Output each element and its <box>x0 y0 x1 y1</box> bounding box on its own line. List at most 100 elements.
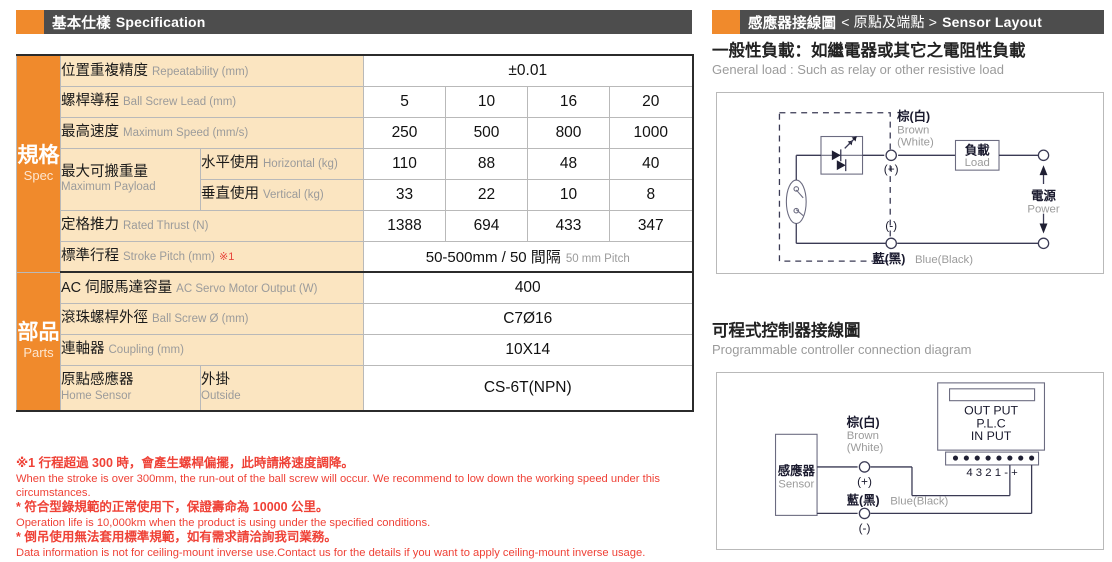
group-label-cn: 規格 <box>17 143 60 167</box>
footnote-cn: ※1 行程超過 300 時，會產生螺桿偏擺，此時請將速度調降。 <box>16 456 354 470</box>
group-label-cn: 部品 <box>17 321 60 345</box>
brown-wire-label-cn: 棕(白) <box>846 414 880 429</box>
group-label-en: Spec <box>23 167 54 183</box>
table-row: 部品 Parts AC 伺服馬達容量 AC Servo Motor Output … <box>16 271 694 412</box>
label-cn: AC 伺服馬達容量 <box>61 279 173 296</box>
value-repeatability: ±0.01 <box>363 54 694 87</box>
value-cn: 50-500mm / 50 間隔 <box>425 248 561 266</box>
row-label-coupling: 連軸器 Coupling (mm) <box>60 333 364 366</box>
row-label-rated-thrust: 定格推力 Rated Thrust (N) <box>60 209 364 242</box>
general-load-diagram-title: 一般性負載：如繼電器或其它之電阻性負載 General load : Such … <box>712 42 1026 78</box>
header-title-cn: 基本仕樣 <box>52 15 111 32</box>
row-label-ball-screw-lead: 螺桿導程 Ball Screw Lead (mm) <box>60 85 364 118</box>
value-en: 50 mm Pitch <box>565 252 630 265</box>
label-cn: 標準行程 <box>61 248 119 265</box>
value-cell: 1388 <box>363 209 446 242</box>
value-stroke-pitch: 50-500mm / 50 間隔 50 mm Pitch <box>363 240 694 273</box>
label-en: Home Sensor <box>61 389 132 402</box>
general-load-wiring-diagram: 負載 Load 電源 Power 棕(白) Brown (White) (+) … <box>716 92 1104 274</box>
specification-table: 規格 Spec 位置重複精度 Repeatability (mm) ±0.01 螺… <box>16 54 694 412</box>
row-label-ball-screw-diameter: 滾珠螺桿外徑 Ball Screw Ø (mm) <box>60 302 364 335</box>
header-title-en: Specification <box>115 14 206 30</box>
plc-label: P.L.C <box>976 416 1005 430</box>
value-cell: 1000 <box>609 116 694 149</box>
plc-diagram-title: 可程式控制器接線圖 Programmable controller connec… <box>712 322 971 358</box>
footnote-en: Data information is not for ceiling-moun… <box>16 547 646 560</box>
row-label-stroke-pitch: 標準行程 Stroke Pitch (mm) ※1 <box>60 240 364 273</box>
brown-wire-label-en2: (White) <box>897 136 934 148</box>
table-row: 標準行程 Stroke Pitch (mm) ※1 50-500mm / 50 間隔… <box>17 240 694 273</box>
value-cell: 8 <box>609 178 694 211</box>
value-cell: 500 <box>445 116 528 149</box>
power-label-cn: 電源 <box>1031 188 1056 203</box>
value-cell: 5 <box>363 85 446 118</box>
table-row: 連軸器 Coupling (mm) 10X14 <box>17 333 694 366</box>
plc-input-label: IN PUT <box>971 429 1012 443</box>
plc-terminal-numbers: 4 3 2 1 - + <box>966 467 1018 479</box>
label-en: Stroke Pitch (mm) <box>123 251 216 264</box>
sub-label-en: Vertical (kg) <box>263 189 324 202</box>
label-en: Ball Screw Lead (mm) <box>123 96 237 109</box>
brown-wire-label-cn: 棕(白) <box>896 109 930 124</box>
table-row: 最高速度 Maximum Speed (mm/s) 250 500 800 100… <box>17 116 694 149</box>
sub-label-en: Horizontal (kg) <box>263 158 338 171</box>
value-cell: 48 <box>527 147 610 180</box>
brown-wire-label-en2: (White) <box>847 442 884 454</box>
minus-terminal-label: (-) <box>859 521 871 535</box>
label-en: Coupling (mm) <box>108 344 184 357</box>
label-cn: 原點感應器 <box>61 372 134 389</box>
header-bar-right: 感應器接線圖 < 原點及端點 > Sensor Layout <box>740 10 1104 34</box>
label-en: Maximum Speed (mm/s) <box>123 127 249 140</box>
title-cn: 可程式控制器接線圖 <box>712 322 861 340</box>
row-label-ac-servo-motor-output: AC 伺服馬達容量 AC Servo Motor Output (W) <box>60 271 364 304</box>
value-cell: 800 <box>527 116 610 149</box>
minus-terminal-label: (-) <box>885 218 897 232</box>
sensor-label-cn: 感應器 <box>778 463 816 478</box>
footnote-marker: ※1 <box>219 251 235 264</box>
header-title-en: Sensor Layout <box>942 14 1042 30</box>
value-cell: 433 <box>527 209 610 242</box>
row-label-repeatability: 位置重複精度 Repeatability (mm) <box>60 54 364 87</box>
value-ac-servo-motor-output: 400 <box>363 271 694 304</box>
value-cell: 10 <box>527 178 610 211</box>
label-cn: 連軸器 <box>61 341 105 358</box>
value-home-sensor: CS-6T(NPN) <box>363 364 694 412</box>
label-cn: 定格推力 <box>61 217 119 234</box>
plc-wiring-diagram: 感應器 Sensor OUT PUT P.L.C IN PUT 4 3 2 1 … <box>716 372 1104 550</box>
label-en: Repeatability (mm) <box>152 65 249 78</box>
row-label-maximum-payload: 最大可搬重量 Maximum Payload <box>60 147 201 211</box>
label-cn: 最高速度 <box>61 124 119 141</box>
value-cell: 694 <box>445 209 528 242</box>
load-label-cn: 負載 <box>965 142 990 157</box>
header-title-mid: < 原點及端點 > <box>841 14 938 30</box>
row-label-maximum-speed: 最高速度 Maximum Speed (mm/s) <box>60 116 364 149</box>
value-cell: 88 <box>445 147 528 180</box>
value-cell: 16 <box>527 85 610 118</box>
blue-wire-label-en: Blue(Black) <box>890 496 948 508</box>
sub-label-outside: 外掛 Outside <box>200 364 364 412</box>
table-row: 定格推力 Rated Thrust (N) 1388 694 433 347 <box>17 209 694 242</box>
header-accent-tab <box>712 10 740 34</box>
group-cell-spec: 規格 Spec <box>16 54 61 273</box>
header-bar-left: 基本仕樣 Specification <box>44 10 692 34</box>
title-en: Programmable controller connection diagr… <box>712 342 972 358</box>
label-cn: 最大可搬重量 <box>61 163 148 180</box>
sub-label-cn: 水平使用 <box>201 155 259 172</box>
label-en: Maximum Payload <box>61 181 156 194</box>
value-cell: 347 <box>609 209 694 242</box>
value-cell: 40 <box>609 147 694 180</box>
load-label-en: Load <box>965 157 990 169</box>
table-row: 滾珠螺桿外徑 Ball Screw Ø (mm) C7Ø16 <box>17 302 694 335</box>
sub-label-horizontal: 水平使用 Horizontal (kg) <box>200 147 364 180</box>
label-cn: 滾珠螺桿外徑 <box>61 310 148 327</box>
plus-terminal-label: (+) <box>857 475 872 489</box>
sensor-label-en: Sensor <box>778 479 814 491</box>
table-row: 垂直使用 Vertical (kg) 33 22 10 8 <box>17 178 694 211</box>
specification-section-header: 基本仕樣 Specification <box>16 10 692 34</box>
sub-label-en: Outside <box>201 389 241 402</box>
sub-label-cn: 外掛 <box>201 372 230 389</box>
header-accent-tab <box>16 10 44 34</box>
sub-label-cn: 垂直使用 <box>201 186 259 203</box>
table-row: 原點感應器 Home Sensor 外掛 Outside CS-6T(NPN) <box>17 364 694 412</box>
